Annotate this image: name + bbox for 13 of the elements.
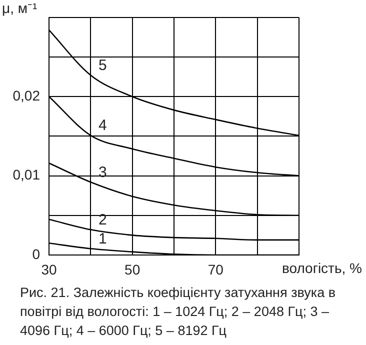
y-tick-label: 0,02	[12, 87, 40, 104]
y-tick-label: 0,01	[12, 166, 40, 183]
x-tick-label: 70	[208, 261, 224, 278]
text: Рис. 21. Залежність коефіцієнту затухання звука в повітрі від вологості: 1 – 1024 Гц; 2 – 2048 Гц; 3 – 4096 Гц; 4 – 6000 Гц; 5 – 8192 Гц	[20, 284, 337, 340]
y-tick-label: 0	[32, 246, 40, 262]
x-tick-label: 50	[124, 261, 140, 278]
series-label: 1	[98, 230, 107, 248]
series-label: 4	[98, 117, 107, 134]
series-label: 5	[98, 56, 107, 74]
y-axis-title: μ, м⁻¹	[2, 0, 38, 16]
x-axis-title: вологість, %	[282, 260, 362, 276]
x-tick-label: 30	[41, 261, 57, 278]
series-label: 2	[98, 211, 107, 228]
